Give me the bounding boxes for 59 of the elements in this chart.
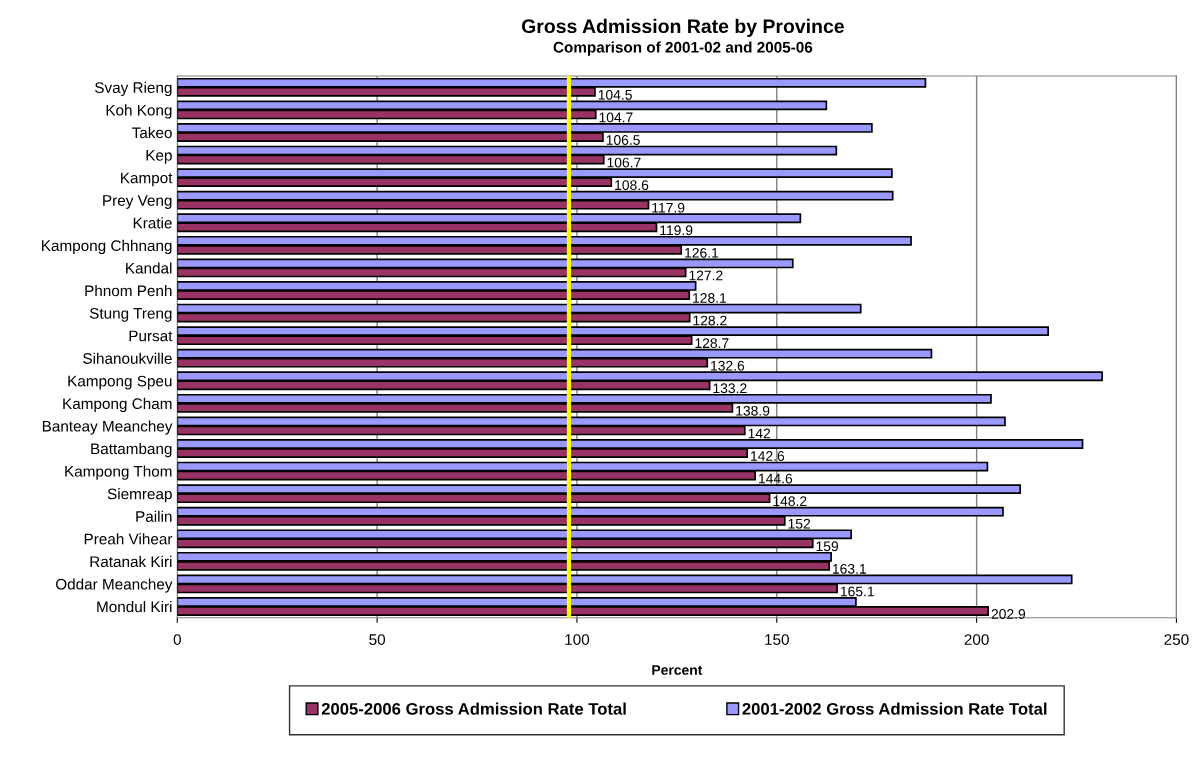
y-tick-label: Preah Vihear	[84, 533, 173, 545]
legend-label: 2001-2002 Gross Admission Rate Total	[742, 702, 1047, 715]
y-tick-label: Sihanoukville	[83, 352, 172, 364]
data-label: 148.2	[773, 496, 807, 507]
data-label: 163.1	[832, 563, 866, 574]
y-tick-label: Pursat	[129, 330, 173, 342]
y-tick-label: Kratie	[133, 217, 172, 229]
x-tick-label: 250	[1164, 634, 1189, 645]
data-label: 138.9	[736, 405, 770, 416]
data-label: 133.2	[713, 383, 747, 394]
x-axis-title: Percent	[652, 665, 703, 675]
data-label: 104.5	[598, 89, 632, 100]
data-label: 142	[748, 428, 771, 439]
data-label: 128.2	[693, 315, 727, 326]
y-tick-label: Kampong Chhnang	[42, 239, 172, 255]
y-tick-label: Battambang	[91, 442, 172, 458]
x-tick-label: 50	[369, 634, 386, 645]
data-label: 126.1	[685, 247, 719, 258]
data-label: 142.6	[751, 451, 785, 461]
y-tick-label: Kandal	[126, 262, 172, 274]
chart-title: Gross Admission Rate by Province	[521, 18, 844, 37]
data-label: 128.1	[693, 293, 727, 303]
x-tick-label: 0	[173, 634, 181, 645]
x-tick-label: 200	[964, 634, 989, 645]
y-tick-label: Prey Veng	[103, 195, 172, 209]
data-label: 106.7	[607, 157, 641, 168]
data-label: 117.9	[652, 202, 685, 213]
data-label: 132.6	[711, 360, 745, 371]
data-label: 152	[788, 518, 811, 529]
y-tick-label: Takeo	[132, 126, 172, 139]
legend-label: 2005-2006 Gross Admission Rate Total	[321, 702, 626, 715]
y-tick-label: Koh Kong	[106, 104, 172, 119]
data-label: 106.5	[606, 135, 640, 145]
y-tick-label: Stung Treng	[89, 307, 172, 322]
y-tick-label: Kep	[146, 150, 172, 164]
data-label: 104.7	[599, 112, 633, 123]
y-tick-label: Oddar Meanchey	[55, 578, 173, 593]
y-tick-label: Svay Rieng	[95, 81, 172, 97]
y-tick-label: Siemreap	[107, 488, 172, 503]
data-label: 165.1	[840, 586, 874, 597]
chart-subtitle: Comparison of 2001-02 and 2005-06	[553, 41, 813, 56]
y-tick-label: Kampot	[121, 172, 173, 187]
y-tick-label: Mondul Kiri	[97, 600, 172, 613]
data-label: 108.6	[615, 180, 649, 191]
y-tick-label: Kampong Cham	[63, 397, 172, 413]
data-label: 159	[816, 541, 839, 552]
x-tick-label: 150	[765, 634, 789, 645]
y-tick-label: Banteay Meanchey	[42, 420, 173, 435]
y-tick-label: Ratanak Kiri	[90, 555, 172, 568]
data-label: 119.9	[660, 225, 693, 236]
data-label: 202.9	[991, 609, 1026, 619]
y-tick-label: Kampong Thom	[65, 465, 172, 480]
data-label: 144.6	[759, 473, 793, 484]
y-tick-label: Pailin	[136, 510, 172, 522]
y-tick-label: Phnom Penh	[85, 284, 172, 297]
data-label: 127.2	[689, 270, 723, 281]
x-tick-label: 100	[565, 634, 590, 645]
data-label: 128.7	[695, 338, 729, 349]
y-tick-label: Kampong Speu	[68, 375, 172, 390]
